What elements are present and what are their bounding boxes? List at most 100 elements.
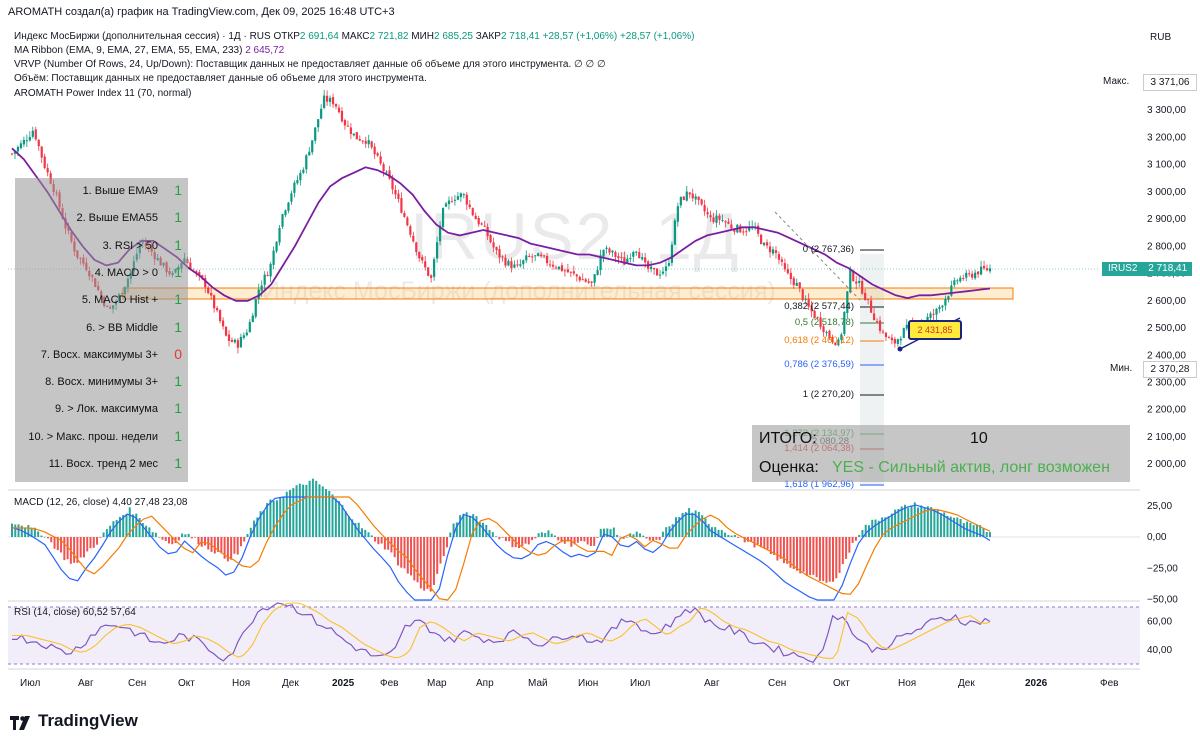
candle-body [266, 275, 269, 277]
candle-body [355, 132, 358, 140]
macd-bar [894, 509, 897, 537]
macd-bar [334, 498, 337, 537]
candle-body [771, 249, 775, 254]
candle-body [421, 256, 424, 261]
macd-bar [930, 507, 933, 537]
macd-title: MACD (12, 26, close) [14, 497, 110, 508]
macd-bar [923, 507, 926, 537]
macd-bar [439, 537, 442, 564]
macd-bar [446, 537, 449, 548]
time-tick: Окт [833, 678, 850, 689]
candle-body [560, 265, 564, 271]
checklist-value: 1 [174, 373, 182, 390]
candle-body [593, 274, 596, 283]
total-value: 10 [970, 430, 988, 447]
macd-bar [194, 537, 197, 538]
symbol-watermark-subtitle: Индекс МосБиржи (дополнительная сессия) [262, 277, 776, 306]
candle-body [742, 231, 745, 233]
macd-bar [737, 537, 740, 538]
macd-bar [763, 537, 766, 549]
macd-bar [884, 517, 887, 537]
macd-bar [972, 525, 975, 537]
candle-body [789, 272, 792, 280]
macd-bar [714, 527, 717, 537]
candle-body [477, 218, 480, 225]
macd-axis[interactable]: 25,00 0,00 −25,00 −50,00 [1147, 501, 1178, 606]
macd-bar [239, 537, 242, 547]
candle-body [31, 130, 34, 137]
candle-body [724, 221, 727, 223]
macd-bar [639, 533, 642, 537]
grade-value: YES - Сильный актив, лонг возможен [832, 459, 1110, 476]
candle-body [433, 259, 436, 277]
macd-hist-value: 4,40 [112, 497, 132, 508]
macd-bar [472, 514, 475, 537]
macd-bar [11, 523, 13, 537]
candle-body [213, 295, 216, 309]
macd-bar [171, 537, 174, 545]
candle-body [795, 282, 798, 286]
rsi-line [12, 602, 991, 664]
macd-bar [982, 527, 985, 537]
currency-unit[interactable]: RUB [1150, 32, 1172, 43]
last-price-symbol: IRUS2 [1108, 263, 1138, 274]
macd-bar [959, 519, 962, 537]
candle-body [278, 227, 281, 243]
macd-bar [436, 537, 439, 574]
high-label: МАКС [341, 31, 370, 42]
macd-bar [482, 522, 485, 537]
macd-bar [550, 533, 553, 537]
tradingview-logo[interactable]: TradingView [10, 711, 138, 731]
trend-point [897, 346, 903, 352]
last-price-tag[interactable]: IRUS2 2 718,41 [1102, 262, 1192, 276]
candle-body [501, 256, 504, 258]
macd-bar [53, 537, 56, 549]
candle-body [977, 271, 980, 275]
candle-body [947, 296, 950, 300]
macd-bar [148, 527, 151, 537]
candle-body [198, 272, 201, 276]
macd-bar [547, 530, 550, 537]
macd-bar [504, 537, 507, 542]
candle-body [468, 204, 471, 208]
volume-legend[interactable]: Объём: Поставщик данных не предоставляет… [14, 73, 427, 84]
rsi-tick: 40,00 [1147, 645, 1172, 656]
symbol-title[interactable]: Индекс МосБиржи (дополнительная сессия) … [14, 31, 271, 42]
candle-body [462, 194, 465, 196]
macd-bar [603, 528, 606, 537]
macd-bar [652, 537, 655, 541]
macd-bar [684, 512, 687, 537]
time-tick: Фев [380, 678, 399, 689]
candle-body [16, 146, 20, 152]
candle-body [275, 241, 278, 252]
macd-bar [249, 527, 252, 537]
candle-body [825, 331, 828, 334]
candle-body [575, 274, 578, 277]
macd-bar [289, 490, 292, 537]
macd-bar [14, 524, 17, 537]
rsi-legend[interactable]: RSI (14, close) 60,52 57,64 [14, 607, 136, 618]
checklist-value: 0 [174, 345, 182, 362]
macd-bar [341, 505, 344, 537]
candle-body [22, 139, 25, 145]
macd-legend[interactable]: MACD (12, 26, close) 4,40 27,48 23,08 [14, 497, 187, 508]
candle-body [373, 146, 376, 155]
candle-body [343, 120, 347, 126]
candle-body [263, 274, 266, 285]
candle-body [311, 140, 314, 153]
candle-body [296, 180, 299, 184]
macd-bar [645, 537, 648, 539]
vrvp-legend[interactable]: VRVP (Number Of Rows, 24, Up/Down): Пост… [14, 59, 606, 70]
macd-bar [838, 537, 841, 573]
change-value-2: +28,57 (+1,06%) [619, 31, 695, 42]
macd-bar [298, 483, 301, 537]
candle-body [801, 289, 804, 301]
macd-bar [825, 537, 828, 583]
power-index-legend[interactable]: AROMATH Power Index 11 (70, normal) [14, 88, 192, 99]
ribbon-legend[interactable]: MA Ribbon (EMA, 9, EMA, 27, EMA, 55, EMA… [14, 45, 284, 56]
price-tick: 3 100,00 [1147, 160, 1186, 171]
candle-body [269, 263, 272, 277]
price-tick: 2 600,00 [1147, 296, 1186, 307]
macd-bar [508, 537, 511, 542]
rsi-axis[interactable]: 60,00 40,00 [1147, 616, 1172, 656]
